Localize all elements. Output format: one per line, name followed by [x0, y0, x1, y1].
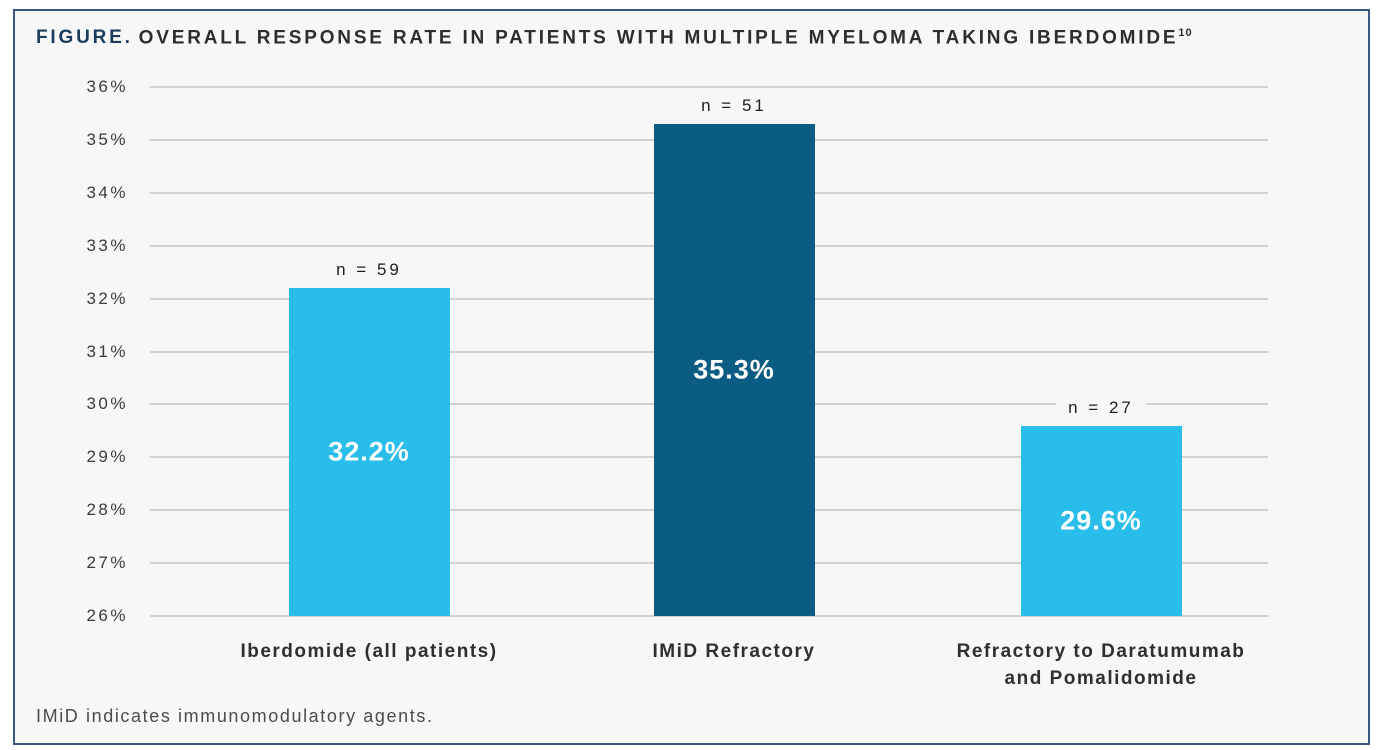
bar: 32.2%	[288, 288, 450, 616]
bar-value-label: 29.6%	[1060, 505, 1142, 536]
bar-n-label: n = 51	[689, 95, 779, 118]
y-axis-tick-label: 34%	[86, 182, 128, 202]
figure-title: FIGURE. OVERALL RESPONSE RATE IN PATIENTS…	[36, 27, 1193, 49]
y-axis-tick-label: 26%	[86, 606, 128, 625]
y-axis-tick-label: 29%	[86, 447, 128, 467]
bar-n-label: n = 59	[324, 259, 414, 282]
y-axis-tick-label: 28%	[86, 500, 128, 520]
gridline-26%	[150, 615, 1268, 617]
x-axis-category-label: Refractory to Daratumumab and Pomalidomi…	[956, 641, 1246, 689]
y-axis-tick-label: 35%	[86, 129, 128, 149]
footnote: IMiD indicates immunomodulatory agents.	[36, 706, 434, 726]
bar-value-label: 32.2%	[328, 436, 410, 467]
bar: 35.3%	[653, 124, 815, 616]
y-axis-tick-label: 32%	[86, 288, 128, 308]
figure-box: FIGURE. OVERALL RESPONSE RATE IN PATIENTS…	[13, 9, 1370, 745]
reference-superscript: 10	[1178, 27, 1193, 39]
y-axis-tick-label: 27%	[86, 553, 128, 573]
y-axis-tick-label: 36%	[86, 77, 128, 96]
x-axis-category-label: IMiD Refractory	[652, 641, 816, 662]
bar-chart: 26% 27% 28% 29% 30% 31% 32% 33% 34% 35% 36% 32.2% n …	[15, 11, 1368, 743]
bar: 29.6%	[1020, 425, 1182, 616]
y-axis-tick-label: 33%	[86, 235, 128, 255]
y-axis-tick-label: 31%	[86, 341, 128, 361]
gridline-36%	[150, 86, 1268, 88]
figure-label: FIGURE.	[36, 27, 133, 49]
figure-title-text: OVERALL RESPONSE RATE IN PATIENTS WITH M…	[138, 27, 1179, 49]
y-axis-tick-label: 30%	[86, 394, 128, 414]
x-axis-category-label: Iberdomide (all patients)	[240, 641, 498, 662]
bar-n-label: n = 27	[1056, 396, 1146, 419]
bar-value-label: 35.3%	[693, 354, 775, 385]
